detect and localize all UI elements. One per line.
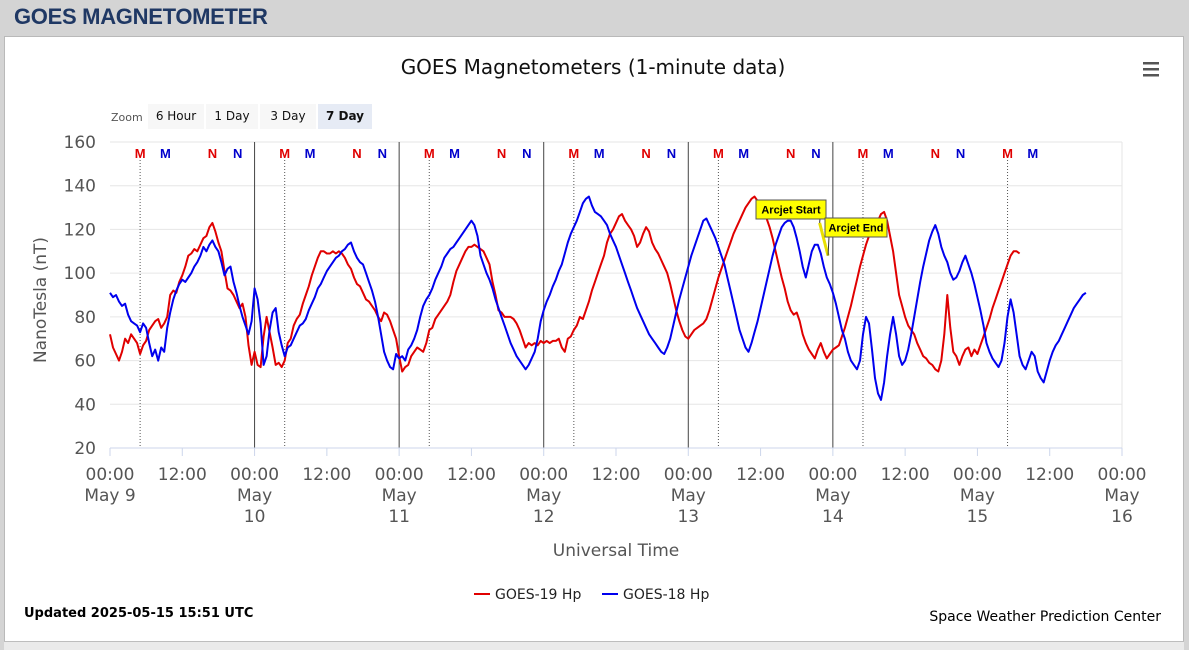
marker-m: M xyxy=(568,146,579,161)
marker-n: N xyxy=(233,146,242,161)
x-tick-time: 12:00 xyxy=(1025,465,1074,485)
x-tick-time: 12:00 xyxy=(736,465,785,485)
y-tick-label: 80 xyxy=(74,308,96,328)
legend-label: GOES-18 Hp xyxy=(623,587,709,603)
annotation-flag-1: Arcjet End xyxy=(825,218,887,256)
day-boundary-lines xyxy=(140,142,1007,448)
x-axis-title: Universal Time xyxy=(553,541,679,561)
zoom-button-group: 6 Hour 1 Day 3 Day 7 Day xyxy=(148,104,372,129)
marker-n: N xyxy=(497,146,506,161)
zoom-button-6-hour[interactable]: 6 Hour xyxy=(148,104,204,129)
x-tick-date: May xyxy=(1104,486,1139,506)
x-tick-date-day: 12 xyxy=(533,507,555,527)
x-tick-time: 00:00 xyxy=(953,465,1002,485)
annotation-label: Arcjet Start xyxy=(761,205,821,217)
marker-m: M xyxy=(449,146,460,161)
x-tick-date-day: 15 xyxy=(967,507,989,527)
marker-n: N xyxy=(208,146,217,161)
x-tick-time: 00:00 xyxy=(519,465,568,485)
zoom-button-label: 3 Day xyxy=(270,109,305,123)
annotation-label: Arcjet End xyxy=(828,223,883,235)
zoom-button-label: 6 Hour xyxy=(156,109,196,123)
legend-item-goes-18-hp[interactable]: GOES-18 Hp xyxy=(602,587,709,603)
marker-n: N xyxy=(956,146,965,161)
x-tick-date-day: 11 xyxy=(388,507,410,527)
y-tick-label: 140 xyxy=(64,177,96,197)
marker-m: M xyxy=(1002,146,1013,161)
marker-n: N xyxy=(931,146,940,161)
zoom-button-label: 1 Day xyxy=(214,109,249,123)
x-tick-time: 00:00 xyxy=(86,465,135,485)
y-tick-label: 120 xyxy=(64,220,96,240)
x-tick-time: 00:00 xyxy=(1098,465,1147,485)
marker-n: N xyxy=(522,146,531,161)
x-tick-date-day: 16 xyxy=(1111,507,1133,527)
marker-m: M xyxy=(713,146,724,161)
zoom-button-3-day[interactable]: 3 Day xyxy=(260,104,316,129)
hamburger-menu-icon[interactable] xyxy=(1140,58,1162,80)
legend: GOES-19 Hp GOES-18 Hp xyxy=(474,587,709,603)
legend-item-goes-19-hp[interactable]: GOES-19 Hp xyxy=(474,587,581,603)
y-tick-label: 160 xyxy=(64,133,96,153)
marker-m: M xyxy=(279,146,290,161)
marker-m: M xyxy=(738,146,749,161)
y-tick-label: 40 xyxy=(74,395,96,415)
credits-link[interactable]: Space Weather Prediction Center xyxy=(929,609,1161,625)
y-tick-label: 60 xyxy=(74,352,96,372)
x-tick-time: 00:00 xyxy=(375,465,424,485)
marker-n: N xyxy=(811,146,820,161)
marker-m: M xyxy=(160,146,171,161)
updated-timestamp: Updated 2025-05-15 15:51 UTC xyxy=(24,606,253,621)
marker-m: M xyxy=(135,146,146,161)
zoom-button-1-day[interactable]: 1 Day xyxy=(206,104,258,129)
marker-n: N xyxy=(641,146,650,161)
x-tick-time: 12:00 xyxy=(158,465,207,485)
x-tick-time: 00:00 xyxy=(230,465,279,485)
series-lines xyxy=(110,197,1086,400)
marker-m: M xyxy=(594,146,605,161)
zoom-button-7-day[interactable]: 7 Day xyxy=(318,104,372,129)
x-tick-time: 12:00 xyxy=(881,465,930,485)
marker-n: N xyxy=(352,146,361,161)
chart-title: GOES Magnetometers (1-minute data) xyxy=(401,55,786,79)
marker-m: M xyxy=(883,146,894,161)
y-axis-title: NanoTesla (nT) xyxy=(31,237,51,363)
x-tick-date: May xyxy=(237,486,272,506)
marker-n: N xyxy=(667,146,676,161)
x-tick-date: May 9 xyxy=(84,486,135,506)
annotation-flag-0: Arcjet Start xyxy=(756,200,826,223)
marker-m: M xyxy=(424,146,435,161)
x-tick-time: 12:00 xyxy=(592,465,641,485)
x-tick-date-day: 13 xyxy=(677,507,699,527)
marker-m: M xyxy=(305,146,316,161)
marker-m: M xyxy=(858,146,869,161)
marker-n: N xyxy=(786,146,795,161)
y-tick-label: 20 xyxy=(74,439,96,459)
x-tick-time: 00:00 xyxy=(664,465,713,485)
x-tick-date: May xyxy=(382,486,417,506)
legend-label: GOES-19 Hp xyxy=(495,587,581,603)
x-tick-time: 00:00 xyxy=(808,465,857,485)
marker-m: M xyxy=(1027,146,1038,161)
grid-lines xyxy=(110,142,1122,448)
x-tick-date: May xyxy=(815,486,850,506)
zoom-button-label: 7 Day xyxy=(326,109,364,123)
x-tick-time: 12:00 xyxy=(447,465,496,485)
y-tick-label: 100 xyxy=(64,264,96,284)
x-tick-date: May xyxy=(960,486,995,506)
x-tick-date-day: 14 xyxy=(822,507,844,527)
zoom-label: Zoom xyxy=(111,111,143,124)
x-tick-date: May xyxy=(526,486,561,506)
x-tick-date: May xyxy=(671,486,706,506)
y-axis: 20 40 60 80 100 120 140 160 xyxy=(64,133,96,459)
x-tick-time: 12:00 xyxy=(302,465,351,485)
marker-n: N xyxy=(378,146,387,161)
x-tick-date-day: 10 xyxy=(244,507,266,527)
